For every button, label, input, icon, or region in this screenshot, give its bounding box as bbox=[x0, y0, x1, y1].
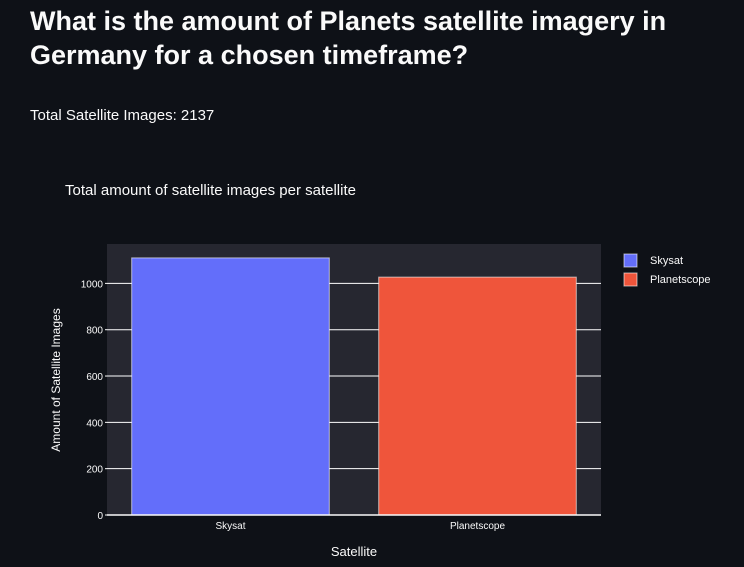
legend-label-skysat[interactable]: Skysat bbox=[650, 255, 683, 267]
y-tick-label: 0 bbox=[97, 511, 103, 522]
bar-planetscope[interactable] bbox=[378, 276, 577, 516]
page-title: What is the amount of Planets satellite … bbox=[30, 6, 667, 70]
y-tick-label: 800 bbox=[86, 326, 103, 337]
chart-title: Total amount of satellite images per sat… bbox=[65, 182, 356, 199]
x-tick-label: Skysat bbox=[215, 521, 245, 532]
legend-swatch-skysat[interactable] bbox=[623, 253, 638, 268]
legend: Skysat Planetscope bbox=[623, 253, 711, 287]
y-axis-title: Amount of Satellite Images bbox=[49, 308, 63, 451]
x-axis-title: Satellite bbox=[331, 544, 377, 559]
x-tick-label: Planetscope bbox=[450, 521, 505, 532]
y-tick-label: 600 bbox=[86, 372, 103, 383]
y-tick-label: 400 bbox=[86, 418, 103, 429]
bar-skysat[interactable] bbox=[131, 257, 330, 516]
bars bbox=[131, 257, 577, 516]
y-tick-labels: 0 200 400 600 800 1000 bbox=[81, 279, 107, 522]
x-tick-labels: Skysat Planetscope bbox=[215, 521, 505, 532]
bar-chart: Total amount of satellite images per sat… bbox=[49, 182, 711, 559]
legend-label-planetscope[interactable]: Planetscope bbox=[650, 274, 711, 286]
y-tick-label: 1000 bbox=[81, 279, 104, 290]
legend-swatch-planetscope[interactable] bbox=[623, 272, 638, 287]
y-tick-label: 200 bbox=[86, 465, 103, 476]
total-images-text: Total Satellite Images: 2137 bbox=[30, 107, 215, 124]
